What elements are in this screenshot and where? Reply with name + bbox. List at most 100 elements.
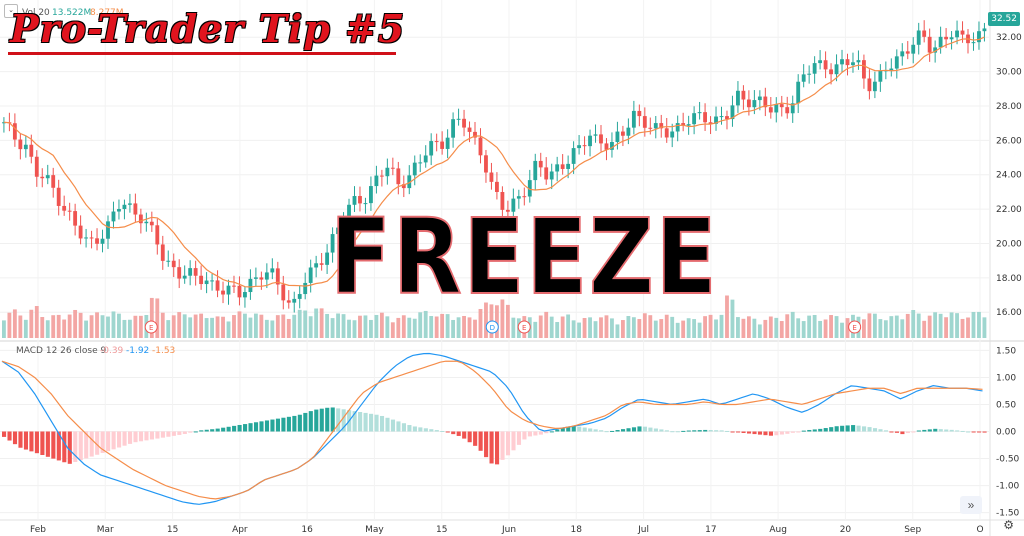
candle-body bbox=[248, 278, 253, 293]
macd-histogram-bar bbox=[872, 428, 878, 432]
macd-histogram-bar bbox=[62, 431, 67, 463]
macd-histogram-bar bbox=[856, 425, 861, 432]
candle-body bbox=[51, 175, 56, 188]
macd-histogram-bar bbox=[243, 424, 248, 432]
macd-histogram-bar bbox=[308, 411, 313, 432]
macd-histogram-bar bbox=[210, 429, 215, 432]
candle-body bbox=[204, 280, 209, 285]
candle-body bbox=[878, 70, 883, 82]
macd-histogram-bar bbox=[232, 425, 237, 432]
event-marker-label: E bbox=[149, 324, 153, 332]
candle-body bbox=[522, 196, 527, 198]
candle-body bbox=[752, 100, 757, 108]
volume-bar bbox=[18, 315, 23, 338]
macd-histogram-bar bbox=[829, 427, 834, 432]
candle-body bbox=[297, 294, 302, 299]
candle-body bbox=[160, 244, 165, 261]
macd-histogram-bar bbox=[111, 431, 116, 450]
candle-body bbox=[610, 141, 614, 150]
macd-tick-label: -0.50 bbox=[996, 455, 1020, 465]
volume-bar bbox=[358, 315, 362, 338]
scroll-to-latest-button[interactable]: » bbox=[960, 496, 982, 514]
candle-body bbox=[955, 30, 959, 38]
settings-gear-icon[interactable]: ⚙ bbox=[1003, 518, 1014, 532]
macd-histogram-bar bbox=[166, 431, 171, 437]
volume-bar bbox=[544, 311, 549, 338]
macd-histogram-bar bbox=[138, 431, 144, 442]
volume-bar bbox=[473, 319, 477, 338]
volume-bar bbox=[533, 321, 538, 338]
time-tick-label: May bbox=[365, 525, 384, 535]
macd-histogram-bar bbox=[78, 431, 83, 461]
volume-bar bbox=[681, 320, 686, 338]
y-axis-labels: 32.00 30.00 28.00 26.00 24.00 22.00 20.00 18.00… bbox=[996, 33, 1022, 518]
candle-body bbox=[418, 162, 423, 164]
volume-bar bbox=[730, 299, 735, 338]
volume-bar bbox=[807, 315, 812, 338]
volume-bar bbox=[177, 312, 182, 338]
macd-histogram-bar bbox=[522, 431, 527, 440]
volume-bar bbox=[171, 315, 176, 338]
candle-body bbox=[566, 163, 571, 169]
volume-bar bbox=[330, 318, 335, 338]
volume-bar bbox=[977, 311, 981, 338]
candle-body bbox=[533, 160, 538, 181]
candle-body bbox=[862, 60, 866, 79]
macd-histogram-bar bbox=[516, 431, 522, 445]
candle-body bbox=[177, 267, 182, 279]
candle-body bbox=[478, 137, 483, 156]
macd-histogram-bar bbox=[911, 431, 916, 433]
candle-body bbox=[358, 196, 362, 204]
candle-body bbox=[736, 90, 740, 106]
volume-bar bbox=[374, 314, 379, 338]
volume-bar bbox=[40, 317, 45, 338]
volume-bar bbox=[429, 316, 434, 338]
volume-bar bbox=[719, 314, 724, 338]
macd-histogram-bar bbox=[555, 429, 560, 432]
candle-body bbox=[555, 164, 560, 172]
macd-histogram-bar bbox=[544, 431, 549, 434]
volume-bar bbox=[823, 319, 828, 338]
volume-bar bbox=[23, 319, 28, 338]
volume-bar bbox=[314, 308, 319, 338]
volume-bar bbox=[736, 317, 740, 338]
macd-histogram-bar bbox=[500, 431, 505, 460]
candle-body bbox=[642, 116, 647, 128]
macd-histogram-bar bbox=[862, 426, 867, 432]
candle-body bbox=[675, 123, 680, 132]
macd-histogram-bar bbox=[610, 430, 615, 432]
candle-body bbox=[210, 280, 214, 282]
volume-bar bbox=[7, 312, 12, 338]
candle-body bbox=[429, 141, 434, 156]
macd-histogram-bar bbox=[106, 431, 111, 452]
macd-tick-label: 1.00 bbox=[996, 373, 1016, 383]
volume-bar bbox=[927, 315, 932, 338]
candle-body bbox=[243, 292, 247, 298]
candle-body bbox=[571, 148, 576, 164]
price-tick-label: 18.00 bbox=[996, 274, 1022, 284]
candle-body bbox=[659, 123, 664, 129]
candle-body bbox=[741, 90, 746, 100]
macd-histogram-bar bbox=[456, 431, 461, 436]
macd-histogram-bar bbox=[29, 431, 34, 452]
time-tick-label: Sep bbox=[904, 525, 921, 535]
macd-histogram-bar bbox=[122, 431, 127, 446]
volume-bar bbox=[319, 308, 324, 338]
volume-bar bbox=[900, 319, 905, 338]
volume-bar bbox=[456, 317, 461, 338]
candle-body bbox=[790, 103, 795, 114]
macd-signal-line bbox=[1, 360, 983, 500]
macd-histogram-bar bbox=[730, 431, 735, 433]
macd-tick-label: -1.00 bbox=[996, 482, 1020, 492]
collapse-toggle-icon[interactable]: ⌄ bbox=[4, 4, 18, 18]
candle-body bbox=[171, 260, 176, 268]
candle-body bbox=[538, 160, 543, 168]
volume-bar bbox=[675, 322, 680, 338]
macd-histogram-bar bbox=[894, 431, 899, 433]
candle-body bbox=[582, 145, 587, 147]
macd-histogram-bar bbox=[352, 411, 357, 432]
volume-bar bbox=[588, 317, 592, 338]
macd-histogram-bar bbox=[314, 409, 319, 432]
volume-bar bbox=[867, 313, 872, 338]
